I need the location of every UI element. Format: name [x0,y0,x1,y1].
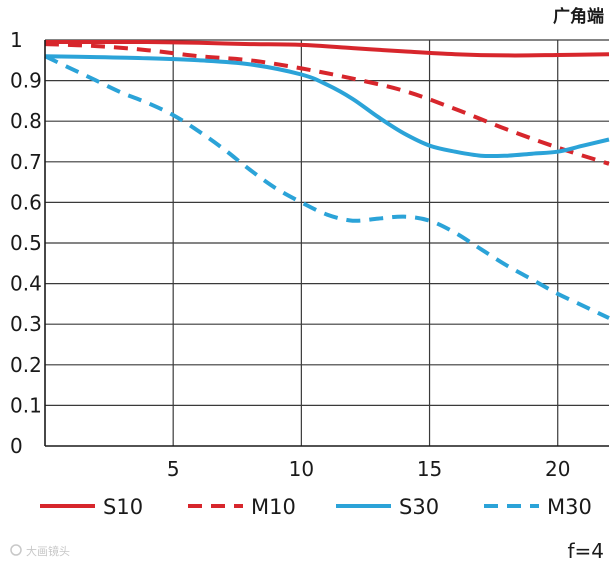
aperture-annotation: f=4 [567,539,604,563]
y-tick-label: 0 [10,434,23,458]
y-tick-label: 0.9 [10,69,42,93]
y-tick-label: 0.4 [10,272,42,296]
x-tick-label: 10 [289,457,314,481]
watermark: 大画镜头 [10,544,70,558]
series-line-s30 [44,54,610,159]
y-tick-label: 0.2 [10,353,42,377]
legend-label-s30: S30 [399,495,439,519]
y-tick-label: 0.1 [10,393,42,417]
y-tick-label: 0.8 [10,109,42,133]
x-tick-label: 5 [167,457,180,481]
y-tick-label: 1 [10,28,23,52]
series-line-s10 [45,39,610,58]
y-tick-label: 0.3 [10,312,42,336]
chart-title: 广角端 [553,6,604,27]
y-tick-label: 0.7 [10,150,42,174]
y-tick-label: 0.5 [10,231,42,255]
legend-label-m30: M30 [547,495,592,519]
watermark-text: 大画镜头 [26,544,70,558]
series-group [44,39,610,320]
watermark-icon [10,544,22,556]
legend-label-s10: S10 [103,495,143,519]
axes: 00.10.20.30.40.50.60.70.80.915 10 15 20 [10,28,609,481]
x-tick-label: 15 [417,457,442,481]
series-line-m10 [44,42,610,166]
legend-label-m10: M10 [251,495,296,519]
y-tick-label: 0.6 [10,190,42,214]
series-line-m30 [44,54,610,320]
grid [45,39,609,446]
legend: S10 M10 S30 M30 [40,495,592,519]
x-tick-label: 20 [545,457,570,481]
